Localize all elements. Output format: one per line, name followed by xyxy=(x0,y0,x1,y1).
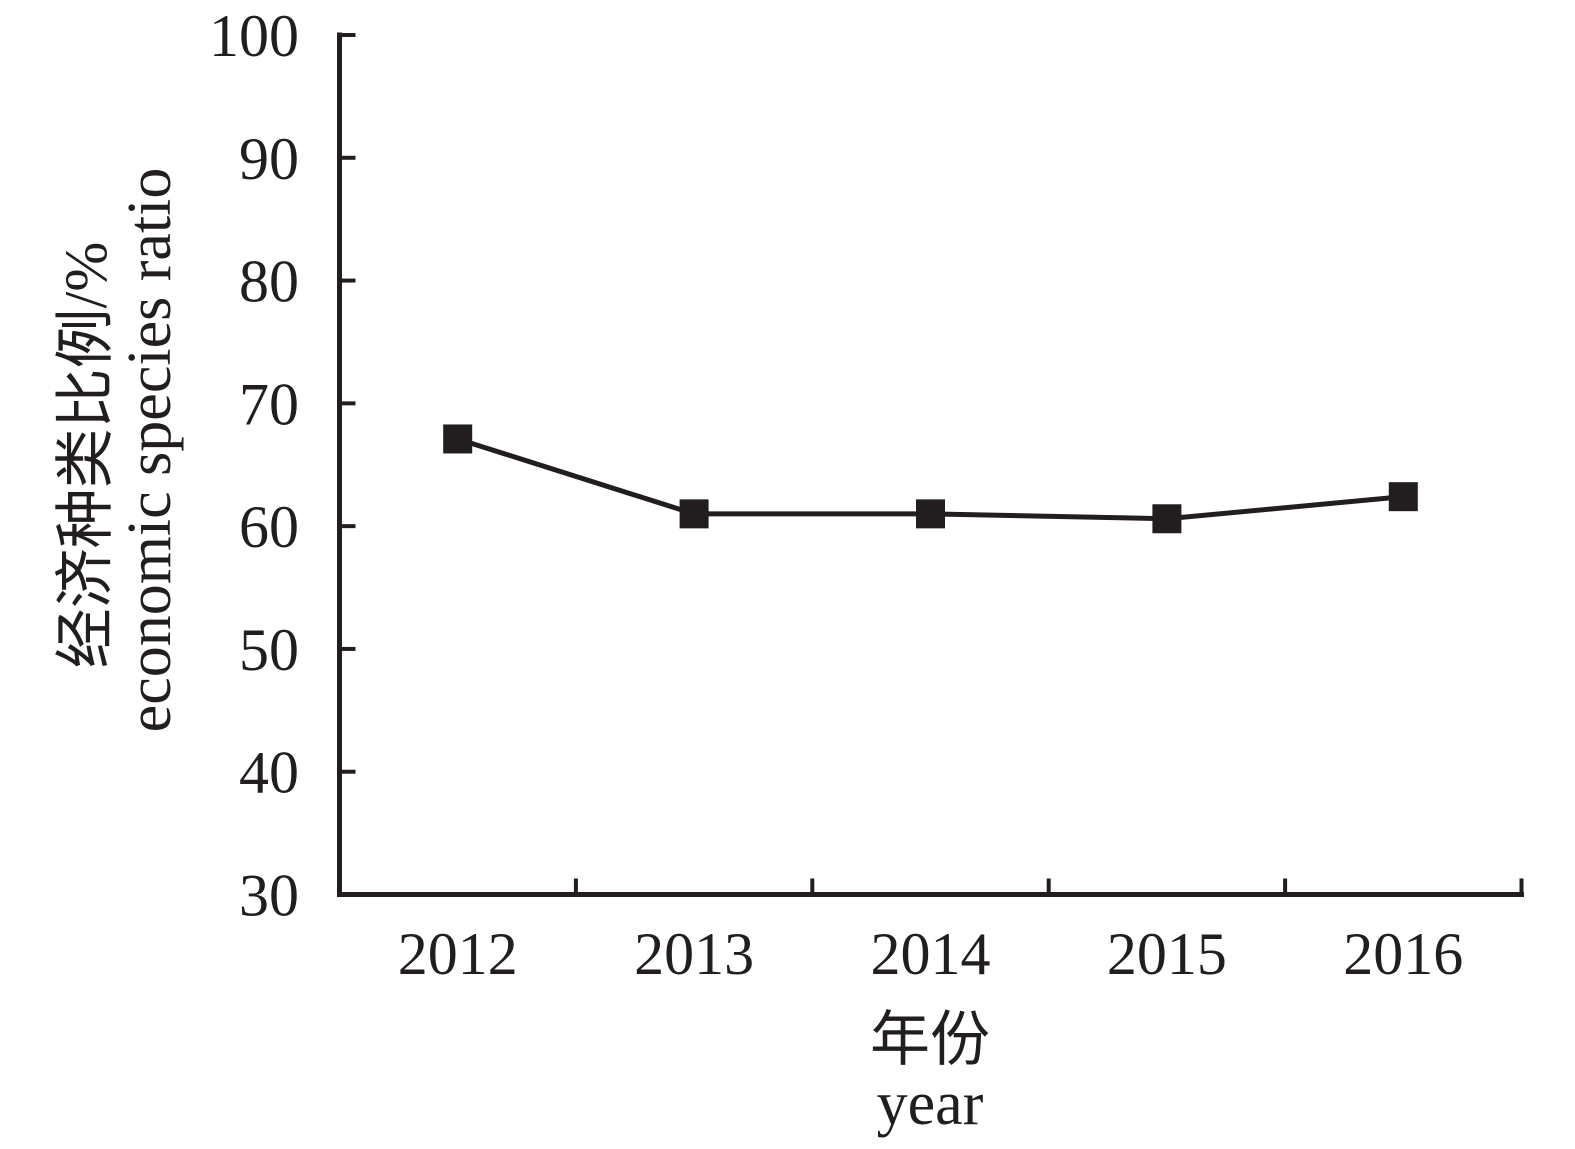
x-axis-ticks xyxy=(573,878,1524,895)
x-tick-label: 2012 xyxy=(398,921,518,987)
y-tick-label: 70 xyxy=(239,371,299,437)
y-axis-ticks xyxy=(339,33,356,774)
y-tick-label: 100 xyxy=(209,3,299,69)
x-axis-title-en: year xyxy=(877,1070,984,1138)
x-tick-label: 2015 xyxy=(1107,921,1227,987)
y-axis-title-zh: 经济种类比例/% xyxy=(53,242,119,669)
y-axis-title-en: economic species ratio xyxy=(116,168,184,733)
data-point-2015 xyxy=(1152,504,1182,534)
data-point-2013 xyxy=(679,499,709,529)
axes xyxy=(337,32,1524,897)
y-axis-tick-labels: 100 90 80 70 60 50 40 30 xyxy=(209,3,299,929)
y-tick-label: 80 xyxy=(239,249,299,315)
data-point-2016 xyxy=(1388,482,1418,512)
y-tick-label: 90 xyxy=(239,126,299,192)
data-series xyxy=(443,424,1418,534)
data-point-2014 xyxy=(916,499,945,529)
y-tick-label: 50 xyxy=(239,617,299,683)
x-axis-tick-labels: 2012 2013 2014 2015 2016 xyxy=(398,921,1464,987)
x-tick-label: 2016 xyxy=(1343,921,1463,987)
y-tick-label: 30 xyxy=(239,863,299,929)
x-tick-label: 2013 xyxy=(634,921,754,987)
y-tick-label: 60 xyxy=(239,494,299,560)
x-tick-label: 2014 xyxy=(871,921,991,987)
x-axis-title-zh: 年份 xyxy=(870,1007,990,1073)
data-point-2012 xyxy=(443,424,473,454)
y-tick-label: 40 xyxy=(239,740,299,806)
